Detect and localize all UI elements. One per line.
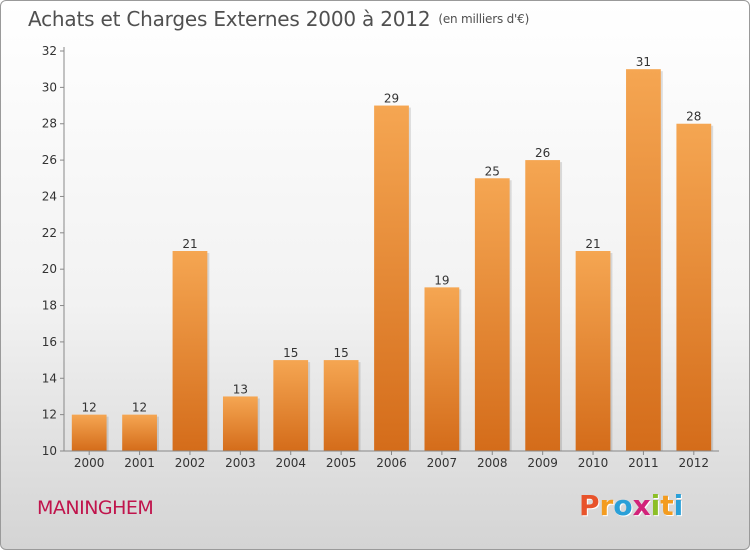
bar-value-label: 26	[535, 146, 550, 160]
x-tick-label: 2006	[376, 456, 407, 470]
bar-value-label: 15	[283, 346, 298, 360]
y-tick-label: 16	[42, 335, 57, 349]
bar	[424, 287, 460, 451]
bar	[71, 414, 107, 451]
x-tick-label: 2007	[427, 456, 458, 470]
x-tick-label: 2011	[628, 456, 659, 470]
chart-title: Achats et Charges Externes 2000 à 2012 (e…	[28, 7, 529, 31]
x-tick-label: 2004	[275, 456, 306, 470]
y-tick-label: 10	[42, 444, 57, 458]
y-tick-label: 28	[42, 117, 57, 131]
proxiti-logo: Proxiti	[579, 489, 683, 522]
logo-letter: t	[660, 489, 674, 522]
bar	[122, 414, 157, 451]
x-axis: 2000 2001 2002 2003 2004 2005 2006 2007 2008 2009…	[64, 450, 719, 470]
bar	[172, 251, 208, 451]
x-tick-label: 2009	[527, 456, 558, 470]
logo-letter: i	[673, 489, 684, 522]
bar	[474, 178, 510, 452]
title-unit: (en milliers d'€)	[438, 12, 530, 26]
logo-letter: r	[599, 489, 614, 522]
bar	[273, 360, 309, 451]
x-tick-label: 2000	[74, 456, 105, 470]
bar	[676, 123, 712, 452]
bar	[575, 251, 611, 451]
x-tick-label: 2003	[225, 456, 256, 470]
title-text: Achats et Charges Externes 2000 à 2012	[28, 7, 431, 31]
y-tick-label: 14	[42, 371, 57, 385]
bar-value-label: 12	[82, 401, 97, 415]
bar-value-label: 31	[636, 55, 651, 69]
bar-value-label: 21	[585, 237, 600, 251]
bar-value-label: 12	[132, 401, 147, 415]
bar-value-label: 21	[182, 237, 197, 251]
bar-value-label: 15	[333, 346, 348, 360]
logo-letter: P	[579, 489, 600, 522]
bar	[323, 360, 359, 451]
y-tick-label: 12	[42, 408, 57, 422]
bar-value-label: 25	[485, 164, 500, 178]
y-tick-label: 30	[42, 80, 57, 94]
y-tick-label: 24	[42, 189, 57, 203]
bar-value-label: 19	[434, 273, 449, 287]
x-tick-label: 2005	[326, 456, 357, 470]
y-tick-label: 26	[42, 153, 57, 167]
x-tick-label: 2008	[477, 456, 508, 470]
y-tick-label: 32	[42, 44, 57, 58]
y-tick-label: 20	[42, 262, 57, 276]
bar	[626, 69, 661, 451]
bar	[222, 396, 258, 451]
bar-value-label: 28	[686, 110, 701, 124]
commune-name: MANINGHEM	[37, 497, 154, 519]
x-tick-label: 2012	[679, 456, 710, 470]
y-tick-label: 18	[42, 299, 57, 313]
y-tick-label: 22	[42, 226, 57, 240]
logo-letter: x	[632, 489, 651, 522]
bar-value-label: 13	[233, 382, 248, 396]
bar	[374, 105, 409, 451]
x-tick-label: 2002	[175, 456, 206, 470]
x-tick-label: 2001	[124, 456, 155, 470]
x-tick-label: 2010	[578, 456, 609, 470]
logo-letter: i	[650, 489, 661, 522]
y-axis: 10 12 14 16 18 20 22 24 26 28 30 32	[42, 44, 65, 458]
logo-letter: o	[613, 489, 633, 522]
bar-value-label: 29	[384, 92, 399, 106]
bar	[525, 160, 561, 451]
bars-group: 12 12 21 13 15 15 29 19 25 26 21 31 28	[71, 55, 714, 452]
